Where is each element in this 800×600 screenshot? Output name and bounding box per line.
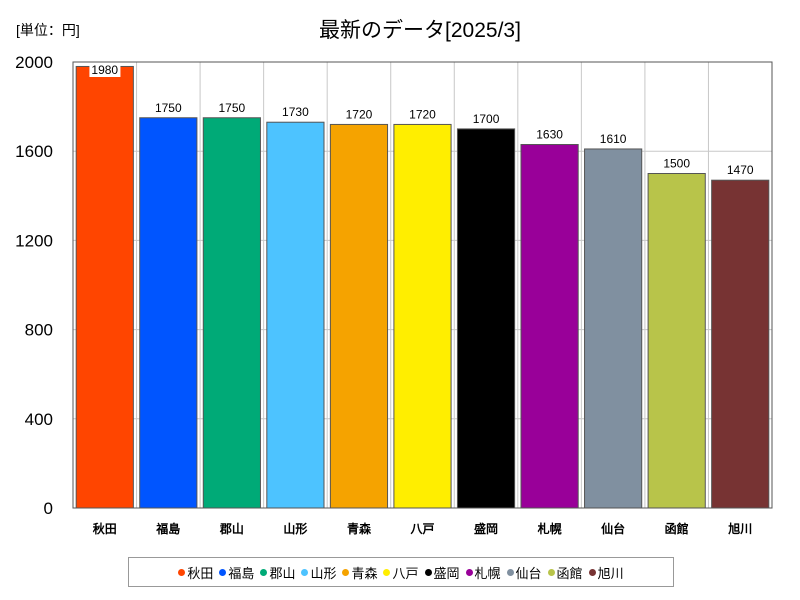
legend-swatch-9 <box>547 568 555 576</box>
legend-label-7: 札幌 <box>474 566 501 582</box>
y-tick-label-1: 400 <box>25 410 53 429</box>
data-label-2: 1750 <box>219 101 246 115</box>
legend-label-0: 秋田 <box>187 566 214 582</box>
chart-legend: 秋田 福島 郡山 山形 青森 八戸 盛岡 札幌 仙台 函館 旭川 <box>128 557 674 587</box>
data-label-0: 1980 <box>91 63 118 77</box>
bar-7 <box>520 144 579 509</box>
data-label-8: 1610 <box>600 132 627 146</box>
legend-swatch-5 <box>383 568 391 576</box>
bar-0 <box>75 65 134 509</box>
x-tick-label-7: 札幌 <box>537 521 562 536</box>
chart-title: 最新のデータ[2025/3] <box>319 19 521 42</box>
legend-item-7: 札幌 <box>465 563 501 582</box>
legend-item-8: 仙台 <box>506 563 542 582</box>
y-tick-label-5: 2000 <box>15 53 53 72</box>
legend-swatch-0 <box>178 568 186 576</box>
plot-border <box>72 61 773 509</box>
x-tick-label-3: 山形 <box>283 521 307 536</box>
x-tick-label-2: 郡山 <box>219 521 244 536</box>
legend-item-5: 八戸 <box>383 563 419 582</box>
legend-item-9: 函館 <box>547 563 583 582</box>
bar-3 <box>266 121 325 509</box>
bar-2 <box>202 117 261 509</box>
data-label-4: 1720 <box>346 107 373 121</box>
legend-swatch-3 <box>301 568 309 576</box>
legend-item-0: 秋田 <box>178 563 213 582</box>
x-tick-label-6: 盛岡 <box>474 521 498 536</box>
legend-item-10: 旭川 <box>588 563 624 582</box>
legend-item-6: 盛岡 <box>424 563 460 582</box>
x-tick-label-8: 仙台 <box>601 521 625 536</box>
legend-swatch-10 <box>588 568 596 576</box>
bar-4 <box>329 123 389 509</box>
legend-label-3: 山形 <box>310 566 337 582</box>
data-label-6: 1700 <box>473 112 500 126</box>
legend-swatch-1 <box>219 568 227 576</box>
legend-swatch-6 <box>424 568 432 576</box>
bar-5 <box>393 123 452 509</box>
legend-label-5: 八戸 <box>392 566 419 582</box>
legend-label-2: 郡山 <box>269 566 296 582</box>
legend-item-3: 山形 <box>301 563 336 582</box>
data-label-7: 1630 <box>536 128 563 142</box>
y-tick-label-2: 800 <box>25 321 53 340</box>
bar-6 <box>456 128 516 509</box>
legend-label-8: 仙台 <box>515 566 542 582</box>
bar-10 <box>711 179 770 509</box>
data-label-5: 1720 <box>409 107 436 121</box>
legend-label-6: 盛岡 <box>433 566 460 582</box>
x-tick-label-0: 秋田 <box>93 521 117 536</box>
x-tick-label-10: 旭川 <box>727 521 752 536</box>
y-tick-label-3: 1200 <box>15 231 53 250</box>
y-tick-label-4: 1600 <box>15 142 53 161</box>
data-label-10: 1470 <box>727 163 754 177</box>
x-tick-label-1: 福島 <box>155 521 180 536</box>
legend-label-9: 函館 <box>556 566 583 582</box>
bar-8 <box>584 148 643 509</box>
data-label-bg-0 <box>89 63 121 77</box>
legend-item-2: 郡山 <box>260 563 295 582</box>
legend-swatch-4 <box>342 568 350 576</box>
legend-item-4: 青森 <box>342 563 377 582</box>
bar-1 <box>139 117 198 509</box>
legend-label-1: 福島 <box>228 566 255 582</box>
x-tick-label-5: 八戸 <box>409 522 434 536</box>
legend-item-1: 福島 <box>219 563 254 582</box>
data-label-9: 1500 <box>663 157 690 171</box>
x-tick-label-4: 青森 <box>347 521 372 536</box>
data-label-1: 1750 <box>155 101 182 115</box>
legend-label-10: 旭川 <box>597 566 624 582</box>
legend-label-4: 青森 <box>351 566 378 582</box>
y-tick-label-0: 0 <box>44 499 53 518</box>
legend-swatch-8 <box>506 568 514 576</box>
x-tick-label-9: 函館 <box>665 521 689 536</box>
unit-label: [単位：円] <box>16 22 80 38</box>
bar-9 <box>647 173 706 509</box>
legend-swatch-2 <box>260 568 268 576</box>
data-label-3: 1730 <box>282 105 309 119</box>
legend-swatch-7 <box>465 568 473 576</box>
